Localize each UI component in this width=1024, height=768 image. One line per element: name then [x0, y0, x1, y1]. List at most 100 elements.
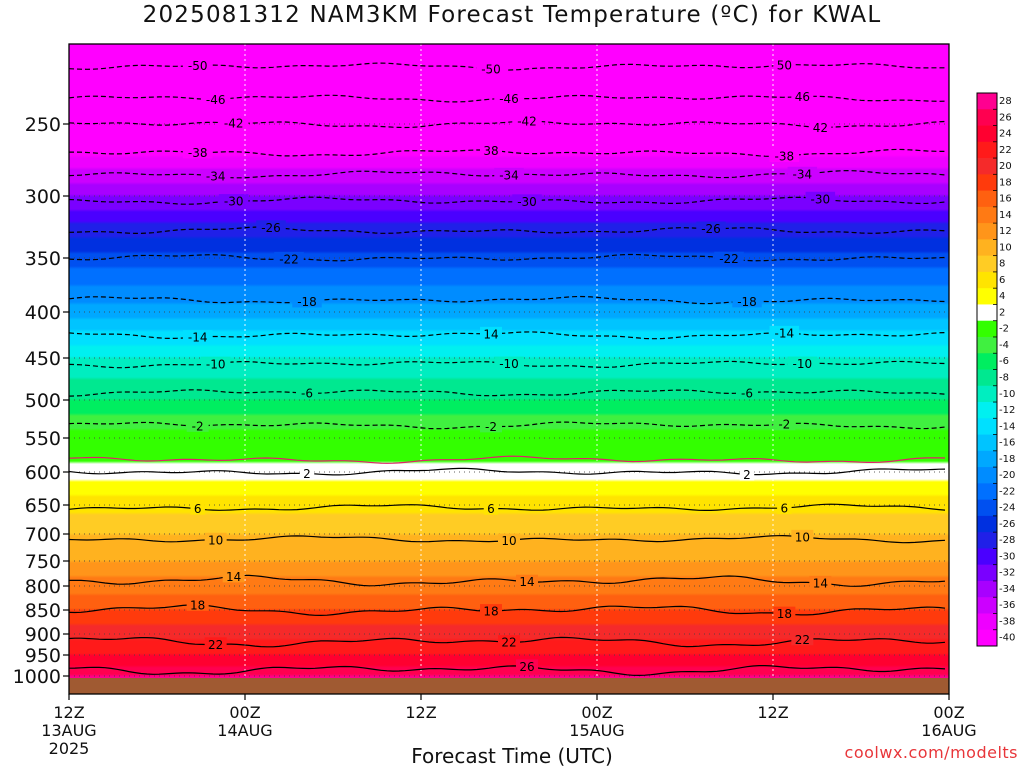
y-tick-label: 500 — [25, 390, 61, 412]
contour-label-bg — [805, 191, 836, 205]
contour-label-18: 18 — [777, 607, 792, 621]
contour-label-bg — [186, 597, 209, 611]
contour-label-bg — [218, 115, 249, 129]
colorbar-label: -14 — [999, 421, 1015, 432]
contour-label--50: -50 — [188, 59, 208, 73]
contour-label-bg — [480, 326, 502, 340]
contour-label--10: -10 — [499, 357, 519, 371]
y-tick-label: 950 — [25, 645, 61, 667]
contour-label-bg — [186, 418, 209, 432]
contour--30 — [69, 196, 946, 205]
colorbar-label: 24 — [999, 129, 1012, 140]
contour-label-6: 6 — [194, 502, 202, 516]
contour-label-bg — [732, 294, 762, 308]
colorbar-swatch — [977, 450, 997, 468]
x-tick-label: 00Z — [933, 703, 964, 722]
y-tick-label: 300 — [25, 186, 61, 208]
contour-label-18: 18 — [483, 605, 498, 619]
contour-label--38: -38 — [188, 146, 208, 160]
contour-label-bg — [769, 149, 800, 163]
colorbar-swatch — [977, 239, 997, 257]
contour-label--50: -50 — [481, 63, 501, 77]
contour-label-bg — [256, 220, 286, 234]
contour-14 — [69, 574, 946, 587]
contour-label-bg — [736, 385, 758, 399]
colorbar-label: 16 — [999, 194, 1012, 205]
colorbar-swatch — [977, 499, 997, 517]
x-tick-date: 13AUG — [41, 721, 96, 740]
contour-label--14: 14 — [483, 327, 498, 341]
contour-label-bg — [498, 635, 520, 649]
contour-label-bg — [791, 89, 814, 103]
contour-label-bg — [480, 419, 502, 433]
contour-label-bg — [182, 145, 213, 159]
colorbar-swatch — [977, 271, 997, 289]
contour--2 — [69, 421, 946, 430]
contour-label--14: -14 — [188, 331, 208, 345]
colorbar-label: -18 — [999, 454, 1015, 465]
colorbar-label: -36 — [999, 600, 1015, 611]
contour-label-bg — [292, 294, 322, 308]
colorbar: 28 26 24 22 20 18 16 14 12 10 8 6 4 2 -2 -4 -6 -8 -10 -12 -1… — [976, 92, 1015, 647]
contour-label-bg — [787, 166, 818, 180]
colorbar-label: 4 — [999, 291, 1005, 302]
colorbar-swatch — [977, 629, 997, 647]
colorbar-label: -20 — [999, 470, 1015, 481]
contour-label--2: -2 — [192, 419, 204, 433]
contour-label-bg — [516, 659, 538, 673]
contour-label-bg — [182, 58, 213, 72]
contour--18 — [69, 295, 946, 305]
contour-label-10: 10 — [795, 530, 810, 544]
colorbar-label: 12 — [999, 226, 1012, 237]
contour-label-bg — [773, 58, 796, 72]
x-tick-label: 00Z — [229, 703, 260, 722]
contour-6 — [69, 503, 946, 511]
contour-label-bg — [787, 356, 818, 370]
colorbar-swatch — [977, 434, 997, 452]
colorbar-label: -8 — [999, 373, 1009, 384]
contour-18 — [69, 604, 946, 617]
colorbar-swatch — [977, 580, 997, 598]
contour-label-bg — [791, 529, 814, 543]
contour-label--22: -22 — [719, 252, 739, 266]
contour-label-bg — [809, 120, 832, 134]
contour-label-14: 14 — [519, 575, 534, 589]
contour-label-bg — [512, 194, 542, 208]
contour-label-14: 14 — [226, 570, 241, 584]
y-tick-label: 250 — [25, 114, 61, 136]
colorbar-label: -2 — [999, 324, 1009, 335]
contour--50 — [69, 62, 945, 71]
contour-label--6: -6 — [301, 387, 313, 401]
colorbar-swatch — [977, 336, 997, 354]
colorbar-label: -12 — [999, 405, 1015, 416]
contour-label-bg — [200, 92, 231, 106]
contour-label-bg — [739, 467, 755, 481]
contour-label-bg — [222, 569, 245, 583]
contour-label-10: 10 — [208, 533, 223, 547]
colorbar-label: -28 — [999, 535, 1015, 546]
y-tick-label: 700 — [25, 524, 61, 546]
contour-label--42: -42 — [517, 115, 537, 129]
colorbar-swatch — [977, 369, 997, 387]
colorbar-label: 20 — [999, 161, 1012, 172]
contour-label-bg — [512, 114, 542, 128]
contour-label--34: -34 — [499, 168, 519, 182]
y-tick-label: 850 — [25, 600, 61, 622]
contour-label-bg — [791, 632, 814, 646]
colorbar-label: 22 — [999, 145, 1012, 156]
colorbar-swatch — [977, 418, 997, 435]
colorbar-label: -26 — [999, 519, 1015, 530]
contour-label--6: -6 — [741, 386, 753, 400]
contour-label-22: 22 — [208, 638, 223, 652]
contour-label-bg — [809, 575, 832, 589]
y-tick-label: 600 — [25, 462, 61, 484]
contour-label-bg — [769, 325, 800, 339]
contour-label--34: -34 — [793, 167, 813, 181]
colorbar-swatch — [977, 483, 997, 501]
contour-label--22: -22 — [279, 252, 299, 266]
colorbar-swatch — [977, 597, 997, 614]
colorbar-swatch — [977, 206, 997, 224]
contour-label-bg — [274, 251, 304, 265]
y-tick-label: 650 — [25, 495, 61, 517]
